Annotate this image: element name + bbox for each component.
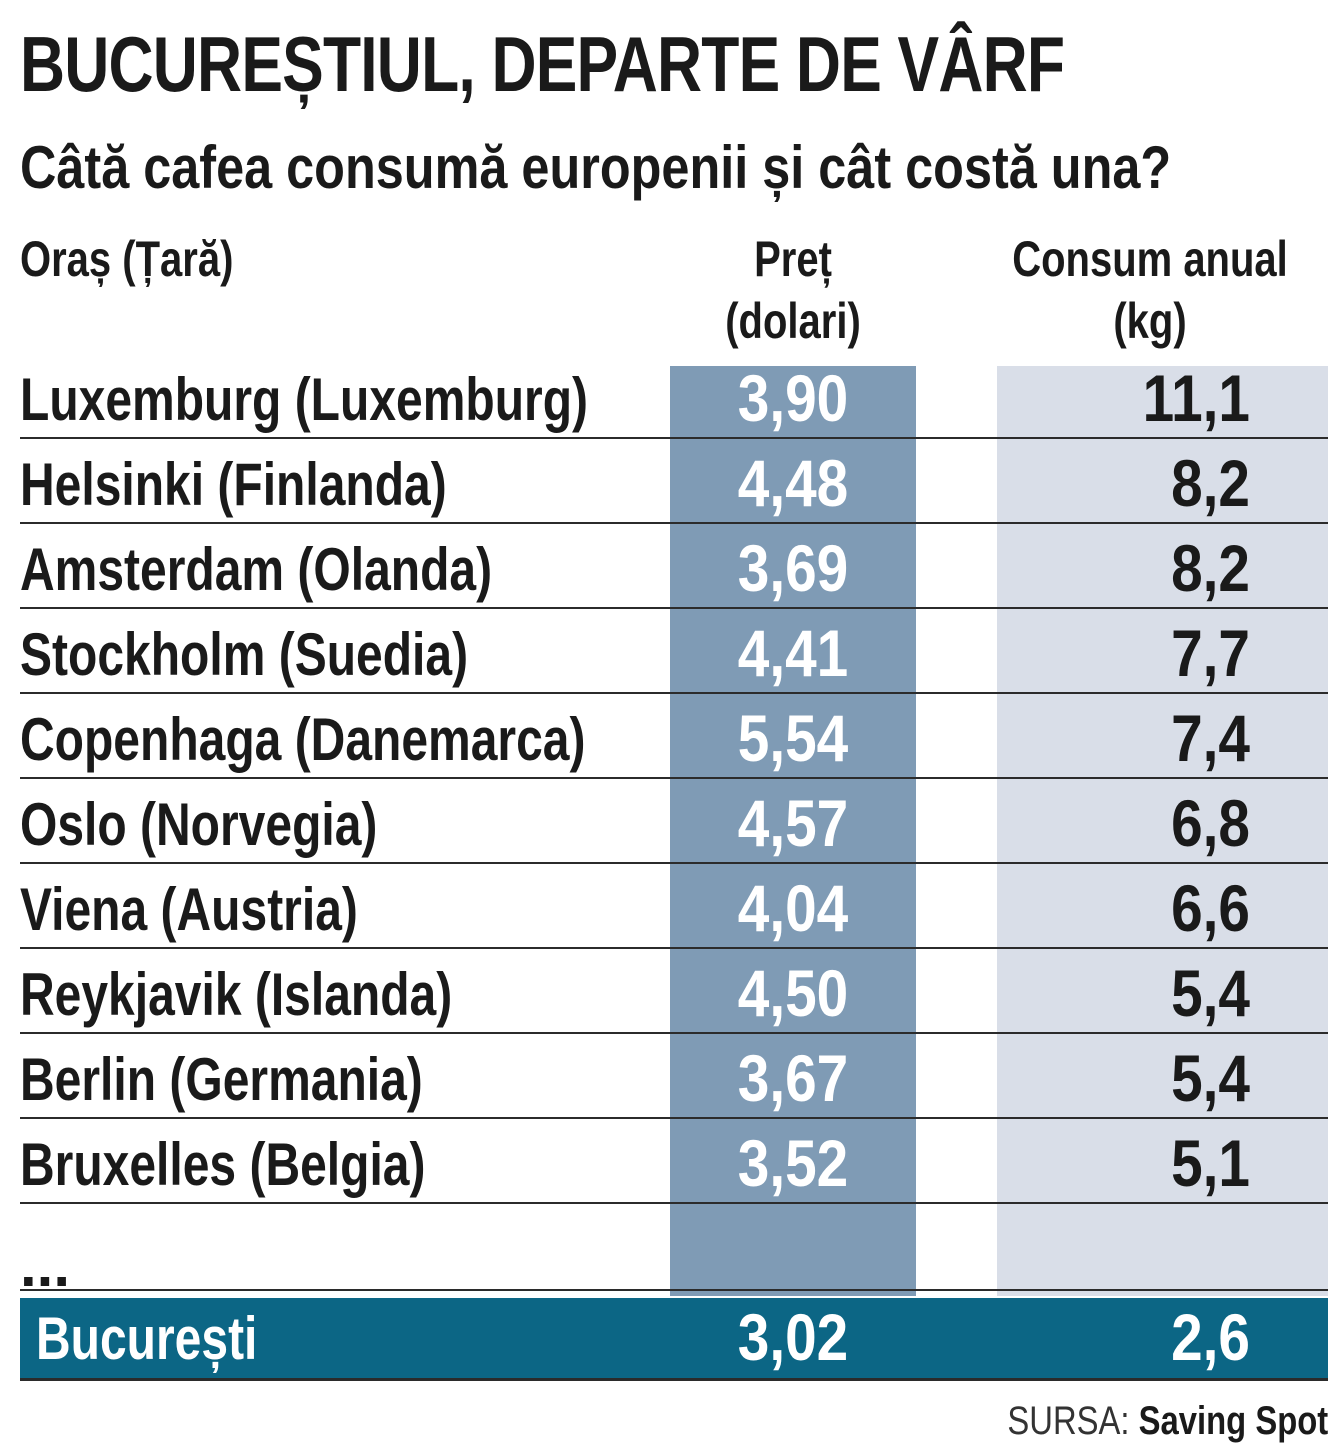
row-divider: [20, 862, 1328, 864]
row-divider: [20, 1032, 1328, 1034]
row-consumption: 5,4: [1171, 956, 1250, 1030]
row-price: 3,67: [737, 1041, 849, 1115]
row-consumption: 7,4: [1171, 701, 1250, 775]
row-divider: [20, 437, 1328, 439]
row-city: Amsterdam (Olanda): [20, 536, 493, 603]
row-consumption: 5,1: [1171, 1126, 1250, 1200]
table-row: Luxemburg (Luxemburg) 3,90 11,1: [20, 354, 1328, 439]
column-header-price-line1: Preț: [754, 231, 832, 287]
row-city: Copenhaga (Danemarca): [20, 706, 586, 773]
column-header-price: Preț (dolari): [695, 228, 892, 352]
row-price: 4,57: [737, 786, 849, 860]
column-header-consumption-line1: Consum anual: [1012, 231, 1288, 287]
row-divider: [20, 607, 1328, 609]
row-city: Bruxelles (Belgia): [20, 1131, 426, 1198]
source-label: SURSA:: [1007, 1399, 1130, 1443]
column-header-city: Oraș (Țară): [20, 231, 234, 287]
table-row: Bruxelles (Belgia) 3,52 5,1: [20, 1119, 1328, 1204]
row-consumption: 7,7: [1171, 616, 1250, 690]
row-price: 4,04: [737, 871, 849, 945]
table-row: Viena (Austria) 4,04 6,6: [20, 864, 1328, 949]
highlight-row-bucuresti: București 3,02 2,6: [20, 1298, 1328, 1378]
row-city: Reykjavik (Islanda): [20, 961, 453, 1028]
row-divider: [20, 947, 1328, 949]
row-city: Berlin (Germania): [20, 1046, 423, 1113]
row-divider: [20, 1117, 1328, 1119]
table-row: Reykjavik (Islanda) 4,50 5,4: [20, 949, 1328, 1034]
row-price: 3,69: [737, 531, 849, 605]
row-consumption: 6,6: [1171, 871, 1250, 945]
price-column-band: [670, 366, 916, 1296]
row-price: 4,48: [737, 446, 849, 520]
row-divider: [20, 692, 1328, 694]
row-price: 3,90: [737, 361, 849, 435]
row-city: Oslo (Norvegia): [20, 791, 378, 858]
row-city: Stockholm (Suedia): [20, 621, 469, 688]
chart-title: BUCUREȘTIUL, DEPARTE DE VÂRF: [20, 20, 1065, 108]
table-row: Oslo (Norvegia) 4,57 6,8: [20, 779, 1328, 864]
row-price: 4,50: [737, 956, 849, 1030]
table-row: Stockholm (Suedia) 4,41 7,7: [20, 609, 1328, 694]
table-row: Berlin (Germania) 3,67 5,4: [20, 1034, 1328, 1119]
row-consumption: 8,2: [1171, 446, 1250, 520]
ellipsis-text: ...: [20, 1232, 71, 1299]
column-header-price-line2: (dolari): [725, 293, 861, 349]
row-consumption: 5,4: [1171, 1041, 1250, 1115]
row-consumption: 6,8: [1171, 786, 1250, 860]
table-bottom-rule: [20, 1378, 1328, 1381]
source-name: Saving Spot: [1138, 1399, 1328, 1443]
row-divider: [20, 1202, 1328, 1204]
row-price: 4,41: [737, 616, 849, 690]
row-price: 5,54: [737, 701, 849, 775]
ellipsis-row: ...: [20, 1206, 1328, 1299]
highlight-price: 3,02: [737, 1300, 849, 1374]
column-header-consumption: Consum anual (kg): [998, 228, 1302, 352]
row-divider: [20, 777, 1328, 779]
row-divider: [20, 1289, 1328, 1291]
row-city: Viena (Austria): [20, 876, 358, 943]
highlight-consumption: 2,6: [1171, 1300, 1250, 1374]
highlight-city: București: [36, 1305, 258, 1372]
row-divider: [20, 522, 1328, 524]
table-row: Copenhaga (Danemarca) 5,54 7,4: [20, 694, 1328, 779]
row-price: 3,52: [737, 1126, 849, 1200]
table-row: Amsterdam (Olanda) 3,69 8,2: [20, 524, 1328, 609]
column-header-consumption-line2: (kg): [1113, 293, 1187, 349]
row-consumption: 11,1: [1142, 361, 1250, 435]
row-city: Luxemburg (Luxemburg): [20, 366, 589, 433]
consumption-column-band: [997, 366, 1328, 1296]
row-consumption: 8,2: [1171, 531, 1250, 605]
source-credit: SURSA: Saving Spot: [1007, 1394, 1328, 1448]
table-row: Helsinki (Finlanda) 4,48 8,2: [20, 439, 1328, 524]
chart-subtitle: Câtă cafea consumă europenii și cât cost…: [20, 134, 1172, 201]
row-city: Helsinki (Finlanda): [20, 451, 447, 518]
